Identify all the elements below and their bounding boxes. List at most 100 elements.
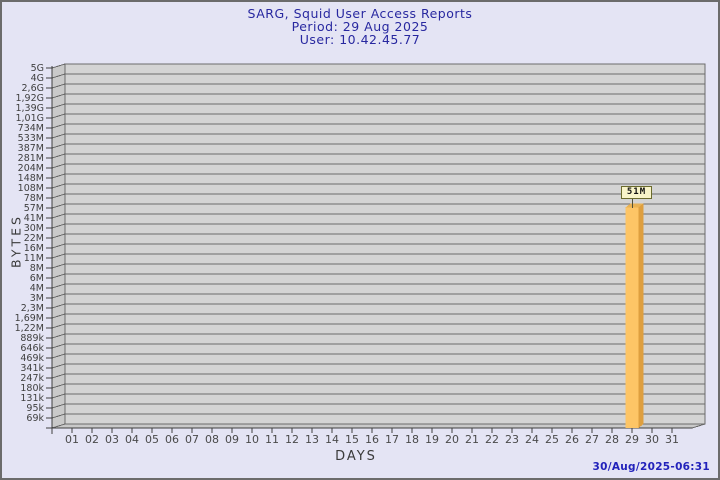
y-tick-label: 69k [26,413,44,424]
x-tick-label: 29 [625,433,639,446]
y-tick-label: 108M [18,183,44,194]
y-tick-label: 1,01G [15,113,44,124]
y-tick-label: 148M [18,173,44,184]
y-tick-label: 646k [20,343,44,354]
wall-gridline-connector [51,233,66,239]
wall-gridline-connector [51,333,66,339]
y-tick-label: 281M [18,153,44,164]
y-tick-label: 95k [26,403,44,414]
wall-gridline-connector [51,283,66,289]
x-tick-label: 07 [185,433,199,446]
y-tick-label: 22M [24,233,44,244]
bar-value-tag-connector [632,199,633,208]
y-tick-label: 533M [18,133,44,144]
wall-gridline-connector [51,263,66,269]
y-tick-label: 1,69M [15,313,44,324]
y-tick-label: 6M [30,273,44,284]
wall-gridline-connector [51,93,66,99]
wall-gridline-connector [51,403,66,409]
wall-gridline-connector [51,193,66,199]
x-tick-label: 12 [285,433,299,446]
y-tick-label: 16M [24,243,44,254]
y-tick-label: 387M [18,143,44,154]
bar [625,207,639,428]
wall-gridline-connector [51,363,66,369]
y-tick-label: 247k [20,373,44,384]
floor [51,423,706,429]
y-tick-label: 1,39G [15,103,44,114]
y-tick-label: 2,6G [22,83,44,94]
chart-header: SARG, Squid User Access Reports Period: … [2,7,718,46]
x-tick-label: 18 [405,433,419,446]
y-tick-label: 341k [20,363,44,374]
wall-gridline-connector [51,103,66,109]
chart-title: SARG, Squid User Access Reports [247,6,473,21]
y-tick-label: 889k [20,333,44,344]
x-tick-label: 20 [445,433,459,446]
y-tick-label: 131k [20,393,44,404]
wall-gridline-connector [51,123,66,129]
x-tick-label: 30 [645,433,659,446]
y-tick-label: 57M [24,203,44,214]
x-tick-label: 17 [385,433,399,446]
wall-gridline-connector [51,313,66,319]
x-tick-label: 04 [125,433,139,446]
x-tick-label: 14 [325,433,339,446]
x-tick-label: 28 [605,433,619,446]
x-tick-label: 15 [345,433,359,446]
y-tick-label: 8M [30,263,44,274]
x-tick-label: 22 [485,433,499,446]
y-tick-label: 734M [18,123,44,134]
wall-gridline-connector [51,253,66,259]
bar-value-tag: 51M [621,186,652,199]
y-tick-label: 11M [24,253,44,264]
x-tick-label: 05 [145,433,159,446]
y-tick-label: 4G [31,73,44,84]
wall-gridline-connector [51,73,66,79]
wall-gridline-connector [51,323,66,329]
wall-gridline-connector [51,83,66,89]
wall-gridline-connector [51,383,66,389]
wall-gridline-connector [51,203,66,209]
y-tick-label: 469k [20,353,44,364]
y-tick-label: 41M [24,213,44,224]
x-axis-title: DAYS [335,449,377,464]
wall-gridline-connector [51,343,66,349]
y-tick-label: 30M [24,223,44,234]
x-tick-label: 27 [585,433,599,446]
x-tick-label: 25 [545,433,559,446]
wall-gridline-connector [51,373,66,379]
wall-gridline-connector [51,293,66,299]
x-tick-label: 08 [205,433,219,446]
x-tick-label: 01 [65,433,79,446]
wall-gridline-connector [51,303,66,309]
x-tick-label: 10 [245,433,259,446]
y-tick-label: 5G [31,63,44,74]
wall-gridline-connector [51,163,66,169]
wall-gridline-connector [51,213,66,219]
y-axis-title: BYTES [8,214,24,268]
chart-period: Period: 29 Aug 2025 [291,19,429,34]
wall-gridline-connector [51,153,66,159]
x-tick-label: 16 [365,433,379,446]
x-tick-label: 23 [505,433,519,446]
chart-user: User: 10.42.45.77 [299,32,421,47]
x-tick-label: 31 [665,433,679,446]
y-tick-label: 1,92G [15,93,44,104]
y-tick-label: 3M [30,293,44,304]
y-tick-label: 78M [24,193,44,204]
x-tick-label: 02 [85,433,99,446]
y-tick-label: 1,22M [15,323,44,334]
x-tick-label: 21 [465,433,479,446]
wall-gridline-connector [51,113,66,119]
bar-top-face [625,203,644,208]
wall-gridline-connector [51,143,66,149]
x-tick-label: 26 [565,433,579,446]
wall-gridline-connector [51,173,66,179]
wall-gridline-connector [51,63,66,69]
x-tick-label: 11 [265,433,279,446]
x-tick-label: 19 [425,433,439,446]
wall-gridline-connector [51,183,66,189]
